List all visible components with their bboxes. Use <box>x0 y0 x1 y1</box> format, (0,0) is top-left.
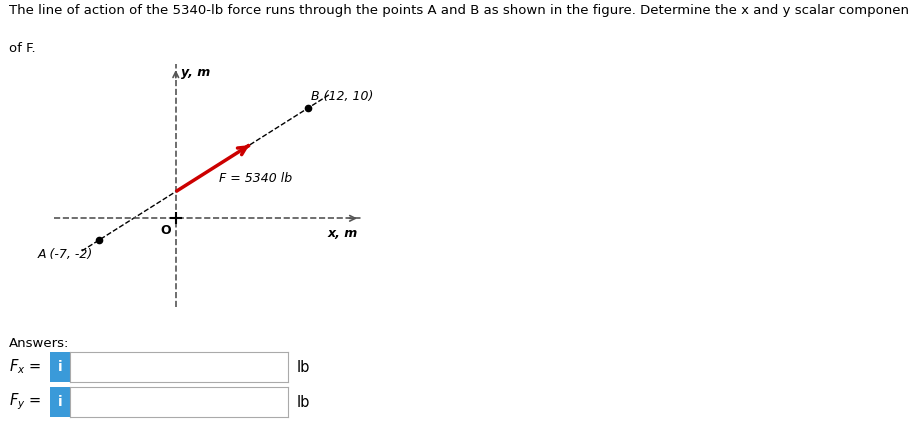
Text: of F.: of F. <box>9 42 35 55</box>
Text: The line of action of the 5340-lb force runs through the points A and B as shown: The line of action of the 5340-lb force … <box>9 4 908 17</box>
Text: Answers:: Answers: <box>9 337 69 350</box>
Text: O: O <box>161 224 172 237</box>
Text: F = 5340 lb: F = 5340 lb <box>219 172 292 185</box>
Text: A (-7, -2): A (-7, -2) <box>38 248 94 261</box>
Text: lb: lb <box>297 360 311 375</box>
Text: $F_y$ =: $F_y$ = <box>9 392 41 412</box>
Text: $F_x$ =: $F_x$ = <box>9 358 41 376</box>
Text: y, m: y, m <box>182 66 211 79</box>
Text: i: i <box>57 360 63 374</box>
Text: i: i <box>57 395 63 409</box>
Text: lb: lb <box>297 394 311 410</box>
Text: x, m: x, m <box>328 227 358 240</box>
Text: B (12, 10): B (12, 10) <box>311 90 374 103</box>
